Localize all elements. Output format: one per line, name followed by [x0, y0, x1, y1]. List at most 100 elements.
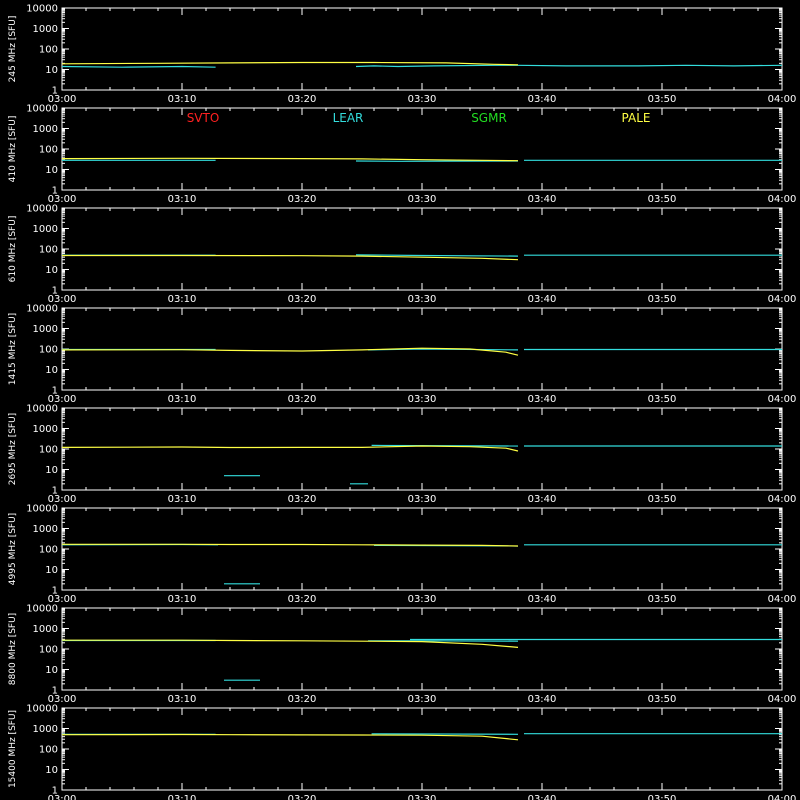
x-tick-label: 04:00 [768, 794, 797, 800]
x-tick-label: 03:20 [288, 494, 317, 505]
plot-frame [61, 407, 783, 491]
x-tick-label: 03:40 [528, 394, 557, 405]
panel-8: 1 10 100 1000 10000 03:00 03:10 03:20 03:30 03:40… [8, 704, 796, 800]
x-tick-label: 03:20 [288, 594, 317, 605]
plot-frame [61, 507, 783, 591]
x-tick-label: 04:00 [768, 594, 797, 605]
x-tick-label: 03:30 [408, 794, 437, 800]
y-tick-label: 100 [39, 645, 58, 656]
series-line-pale [61, 157, 519, 162]
x-tick-label: 03:00 [48, 294, 77, 305]
x-tick-label: 03:50 [648, 694, 677, 705]
x-tick-label: 03:30 [408, 394, 437, 405]
y-tick-label: 10000 [26, 704, 58, 715]
y-tick-label: 10 [45, 765, 58, 776]
x-tick-label: 03:40 [528, 294, 557, 305]
x-tick-label: 03:00 [48, 94, 77, 105]
x-tick-label: 03:00 [48, 694, 77, 705]
x-tick-label: 03:50 [648, 594, 677, 605]
y-tick-label: 1 [52, 486, 58, 497]
y-tick-label: 10 [45, 65, 58, 76]
x-tick-label: 03:50 [648, 194, 677, 205]
x-tick-label: 03:30 [408, 294, 437, 305]
x-tick-label: 03:10 [168, 594, 197, 605]
y-tick-label: 1 [52, 386, 58, 397]
x-tick-label: 03:40 [528, 594, 557, 605]
y-tick-label: 1000 [33, 224, 58, 235]
x-tick-label: 03:30 [408, 594, 437, 605]
y-tick-label: 100 [39, 445, 58, 456]
series-line-pale [62, 254, 519, 261]
x-tick-label: 03:10 [168, 494, 197, 505]
panel-5: 1 10 100 1000 10000 03:00 03:10 03:20 03:30 03:40… [8, 404, 796, 506]
panel-7: 1 10 100 1000 10000 03:00 03:10 03:20 03:30 03:40… [8, 604, 796, 706]
legend-sgmr: SGMR [471, 111, 507, 125]
y-axis-label: 4995 MHz [SFU] [8, 513, 18, 585]
y-tick-label: 10000 [26, 204, 58, 215]
x-tick-label: 03:40 [528, 794, 557, 800]
series-line-lear [355, 64, 783, 68]
y-tick-label: 10000 [26, 604, 58, 615]
x-tick-label: 04:00 [768, 494, 797, 505]
x-tick-label: 03:10 [168, 194, 197, 205]
y-axis-label: 8800 MHz [SFU] [8, 613, 18, 685]
legend-svto: SVTO [187, 111, 220, 125]
x-tick-label: 03:20 [288, 94, 317, 105]
x-tick-label: 03:10 [168, 294, 197, 305]
y-tick-label: 100 [39, 245, 58, 256]
x-tick-label: 04:00 [768, 94, 797, 105]
x-tick-label: 03:40 [528, 194, 557, 205]
y-tick-label: 100 [39, 745, 58, 756]
plot-frame [61, 107, 783, 191]
y-tick-label: 1000 [33, 524, 58, 535]
panel-6: 1 10 100 1000 10000 03:00 03:10 03:20 03:30 03:40… [8, 504, 796, 606]
x-tick-label: 03:20 [288, 694, 317, 705]
x-tick-label: 03:40 [528, 494, 557, 505]
y-axis-label: 1415 MHz [SFU] [8, 313, 18, 385]
y-tick-label: 10000 [26, 104, 58, 115]
y-tick-label: 10 [45, 665, 58, 676]
x-tick-label: 03:40 [528, 694, 557, 705]
y-tick-label: 1000 [33, 324, 58, 335]
y-tick-label: 1 [52, 586, 58, 597]
x-tick-label: 03:20 [288, 794, 317, 800]
panel-1: 1 10 100 1000 10000 03:00 03:10 03:20 03:30 03:40… [8, 4, 796, 106]
x-tick-label: 03:50 [648, 294, 677, 305]
x-tick-label: 03:50 [648, 494, 677, 505]
x-tick-label: 03:30 [408, 494, 437, 505]
y-tick-label: 10 [45, 265, 58, 276]
series-line-pale [62, 639, 519, 648]
y-tick-label: 1 [52, 786, 58, 797]
x-tick-label: 03:10 [168, 394, 197, 405]
y-axis-label: 610 MHz [SFU] [8, 216, 18, 283]
y-tick-label: 10000 [26, 404, 58, 415]
y-tick-label: 10000 [26, 4, 58, 15]
plot-frame [61, 207, 783, 291]
x-tick-label: 03:20 [288, 394, 317, 405]
series-line-lear [371, 733, 519, 735]
x-tick-label: 03:00 [48, 794, 77, 800]
y-tick-label: 1 [52, 86, 58, 97]
series-line-lear [371, 444, 519, 447]
legend-lear: LEAR [333, 111, 364, 125]
x-tick-label: 03:30 [408, 94, 437, 105]
panel-2: 1 10 100 1000 10000 03:00 03:10 03:20 03:30 03:40… [8, 104, 796, 206]
panel-3: 1 10 100 1000 10000 03:00 03:10 03:20 03:30 03:40… [8, 204, 796, 306]
x-tick-label: 03:30 [408, 694, 437, 705]
x-tick-label: 03:00 [48, 494, 77, 505]
x-tick-label: 03:00 [48, 594, 77, 605]
y-axis-label: 2695 MHz [SFU] [8, 413, 18, 485]
plot-frame [61, 607, 783, 691]
series-line-pale [61, 733, 519, 741]
x-tick-label: 04:00 [768, 394, 797, 405]
panel-4: 1 10 100 1000 10000 03:00 03:10 03:20 03:30 03:40… [8, 304, 796, 406]
y-tick-label: 1 [52, 186, 58, 197]
x-tick-label: 03:20 [288, 294, 317, 305]
x-tick-label: 03:10 [168, 694, 197, 705]
y-tick-label: 10000 [26, 504, 58, 515]
y-tick-label: 10 [45, 465, 58, 476]
y-tick-label: 1000 [33, 724, 58, 735]
y-axis-label: 15400 MHz [SFU] [8, 710, 18, 788]
series-line-pale [61, 347, 519, 356]
y-tick-label: 1000 [33, 24, 58, 35]
